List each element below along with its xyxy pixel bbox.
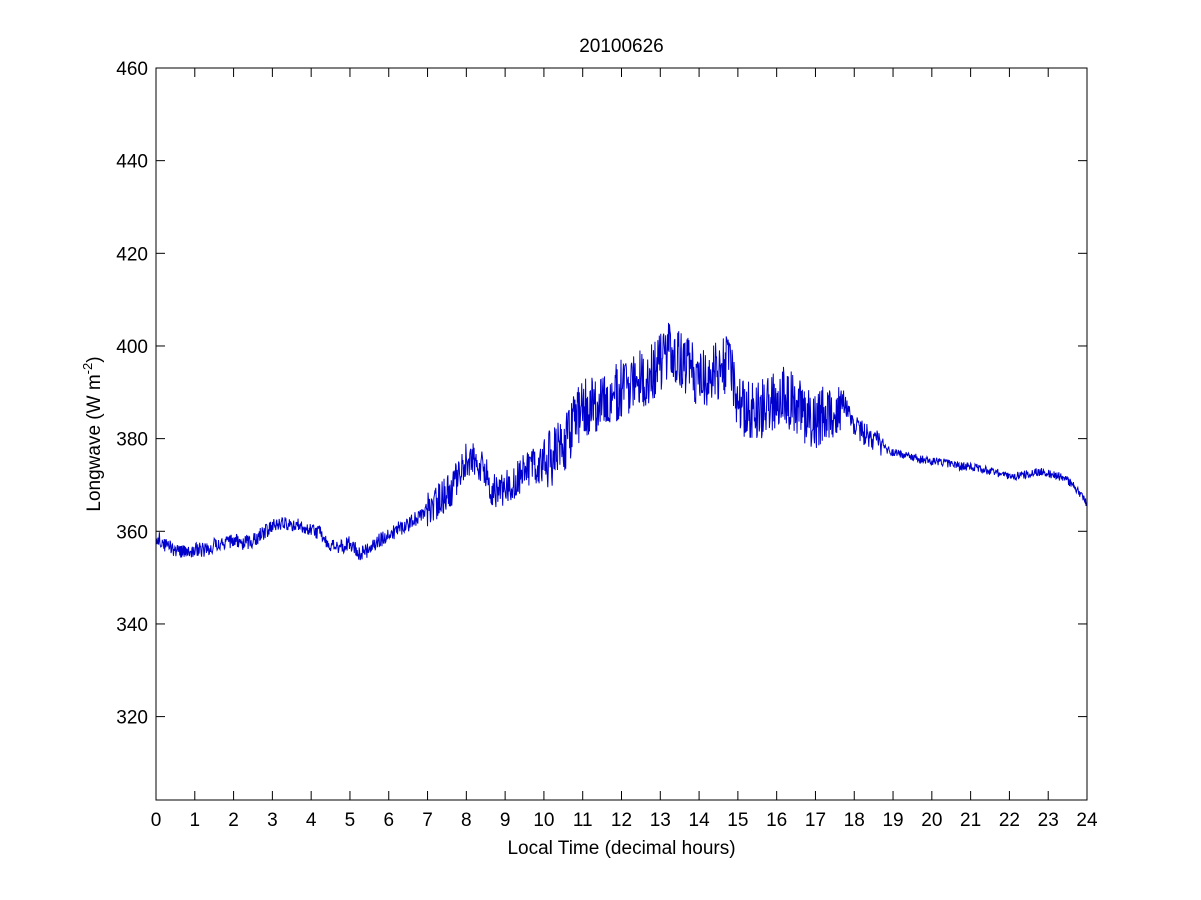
x-axis-title: Local Time (decimal hours)	[507, 838, 735, 859]
x-tick-label: 6	[383, 810, 394, 831]
x-tick-label: 11	[573, 810, 593, 831]
x-tick-label: 3	[267, 810, 278, 831]
y-tick-label: 440	[116, 152, 148, 173]
x-tick-label: 14	[689, 810, 711, 831]
x-tick-label: 17	[805, 810, 826, 831]
x-tick-label: 5	[345, 810, 356, 831]
x-tick-label: 1	[190, 810, 201, 831]
x-tick-label: 0	[151, 810, 162, 831]
x-tick-label: 19	[882, 810, 903, 831]
x-tick-label: 10	[533, 810, 554, 831]
x-tick-label: 22	[999, 810, 1020, 831]
y-axis-title-main: Longwave (W m	[84, 374, 105, 511]
y-tick-label: 320	[116, 708, 148, 729]
ticks-group: 0 1 2 3 4 5 6 7 8 9 10 11 12 13 14 15 16 17 18 19 20 21 22 23 24…	[116, 59, 1098, 831]
x-tick-label: 24	[1076, 810, 1098, 831]
x-tick-label: 7	[422, 810, 433, 831]
y-tick-label: 360	[116, 522, 148, 543]
y-axis-title-close: )	[84, 356, 105, 362]
y-axis-title-superscript: -2	[80, 363, 95, 375]
x-tick-label: 12	[611, 810, 632, 831]
y-tick-label: 380	[116, 430, 148, 451]
x-tick-label: 9	[500, 810, 511, 831]
x-tick-label: 23	[1038, 810, 1059, 831]
x-tick-label: 18	[844, 810, 865, 831]
x-tick-label: 15	[727, 810, 748, 831]
y-tick-label: 420	[116, 244, 148, 265]
x-tick-label: 16	[766, 810, 787, 831]
y-tick-label: 340	[116, 615, 148, 636]
y-tick-label: 460	[116, 59, 148, 80]
x-tick-label: 8	[461, 810, 472, 831]
x-tick-label: 20	[921, 810, 942, 831]
chart-title: 20100626	[579, 36, 664, 57]
y-tick-label: 400	[116, 337, 148, 358]
longwave-series-line	[155, 322, 1088, 561]
y-axis-title: Longwave (W m-2)	[80, 356, 105, 511]
x-tick-label: 21	[960, 810, 981, 831]
x-tick-label: 2	[228, 810, 239, 831]
x-tick-label: 13	[650, 810, 671, 831]
x-tick-label: 4	[306, 810, 317, 831]
